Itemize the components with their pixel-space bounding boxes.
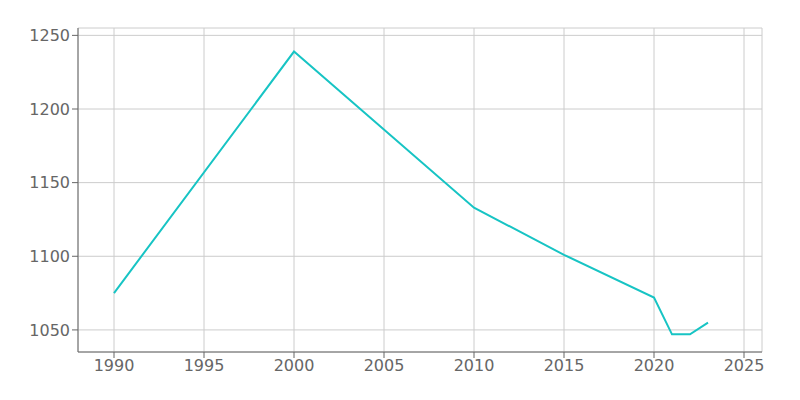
svg-text:1200: 1200 bbox=[29, 100, 70, 119]
svg-text:2015: 2015 bbox=[544, 356, 585, 375]
svg-text:2025: 2025 bbox=[724, 356, 765, 375]
svg-text:2005: 2005 bbox=[364, 356, 405, 375]
svg-text:1995: 1995 bbox=[184, 356, 225, 375]
svg-text:2010: 2010 bbox=[454, 356, 495, 375]
svg-text:2000: 2000 bbox=[274, 356, 315, 375]
svg-text:1990: 1990 bbox=[94, 356, 135, 375]
svg-text:2020: 2020 bbox=[634, 356, 675, 375]
svg-text:1150: 1150 bbox=[29, 173, 70, 192]
svg-text:1250: 1250 bbox=[29, 26, 70, 45]
svg-text:1100: 1100 bbox=[29, 247, 70, 266]
svg-text:1050: 1050 bbox=[29, 321, 70, 340]
